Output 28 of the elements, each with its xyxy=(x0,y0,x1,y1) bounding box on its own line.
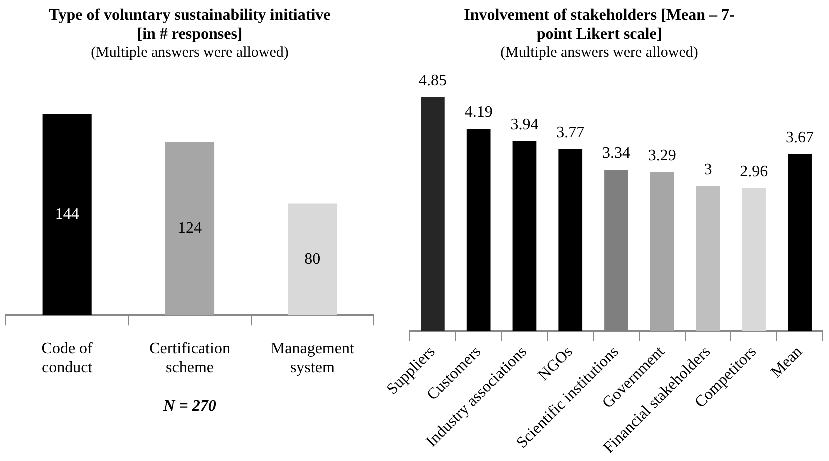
data-label: 3.29 xyxy=(648,148,676,165)
bar xyxy=(421,97,445,331)
data-label: 124 xyxy=(178,220,202,238)
data-label: 3.67 xyxy=(786,129,814,146)
chart-subtitle: (Multiple answers were allowed) xyxy=(90,44,290,62)
bar xyxy=(466,129,491,331)
text: N = 270 xyxy=(162,398,218,416)
bar xyxy=(512,141,537,331)
x-tick-label: Certification scheme xyxy=(150,340,230,377)
data-label: 3.77 xyxy=(556,124,585,142)
data-label: 3 xyxy=(704,162,712,179)
data-label: 3.94 xyxy=(510,116,539,134)
data-label: 3.34 xyxy=(602,145,630,162)
x-tick-label: Management system xyxy=(270,340,355,377)
chart-subtitle: (Multiple answers were allowed) xyxy=(500,44,700,62)
bar xyxy=(742,188,766,331)
bar xyxy=(650,172,674,331)
data-label: 4.19 xyxy=(464,104,493,122)
data-label: 4.85 xyxy=(418,72,447,90)
x-tick-label: Code of conduct xyxy=(42,340,94,377)
data-label: 2.96 xyxy=(740,164,768,181)
chart-title: Type of voluntary sustainability initiative [in # responses] xyxy=(48,6,332,44)
chart-title: Involvement of stakeholders [Mean – 7-point Likert scale] xyxy=(463,6,736,44)
bar xyxy=(558,149,583,331)
data-label: 80 xyxy=(304,250,321,268)
data-label: 144 xyxy=(55,206,80,224)
bar xyxy=(696,186,720,331)
bar xyxy=(788,154,812,331)
